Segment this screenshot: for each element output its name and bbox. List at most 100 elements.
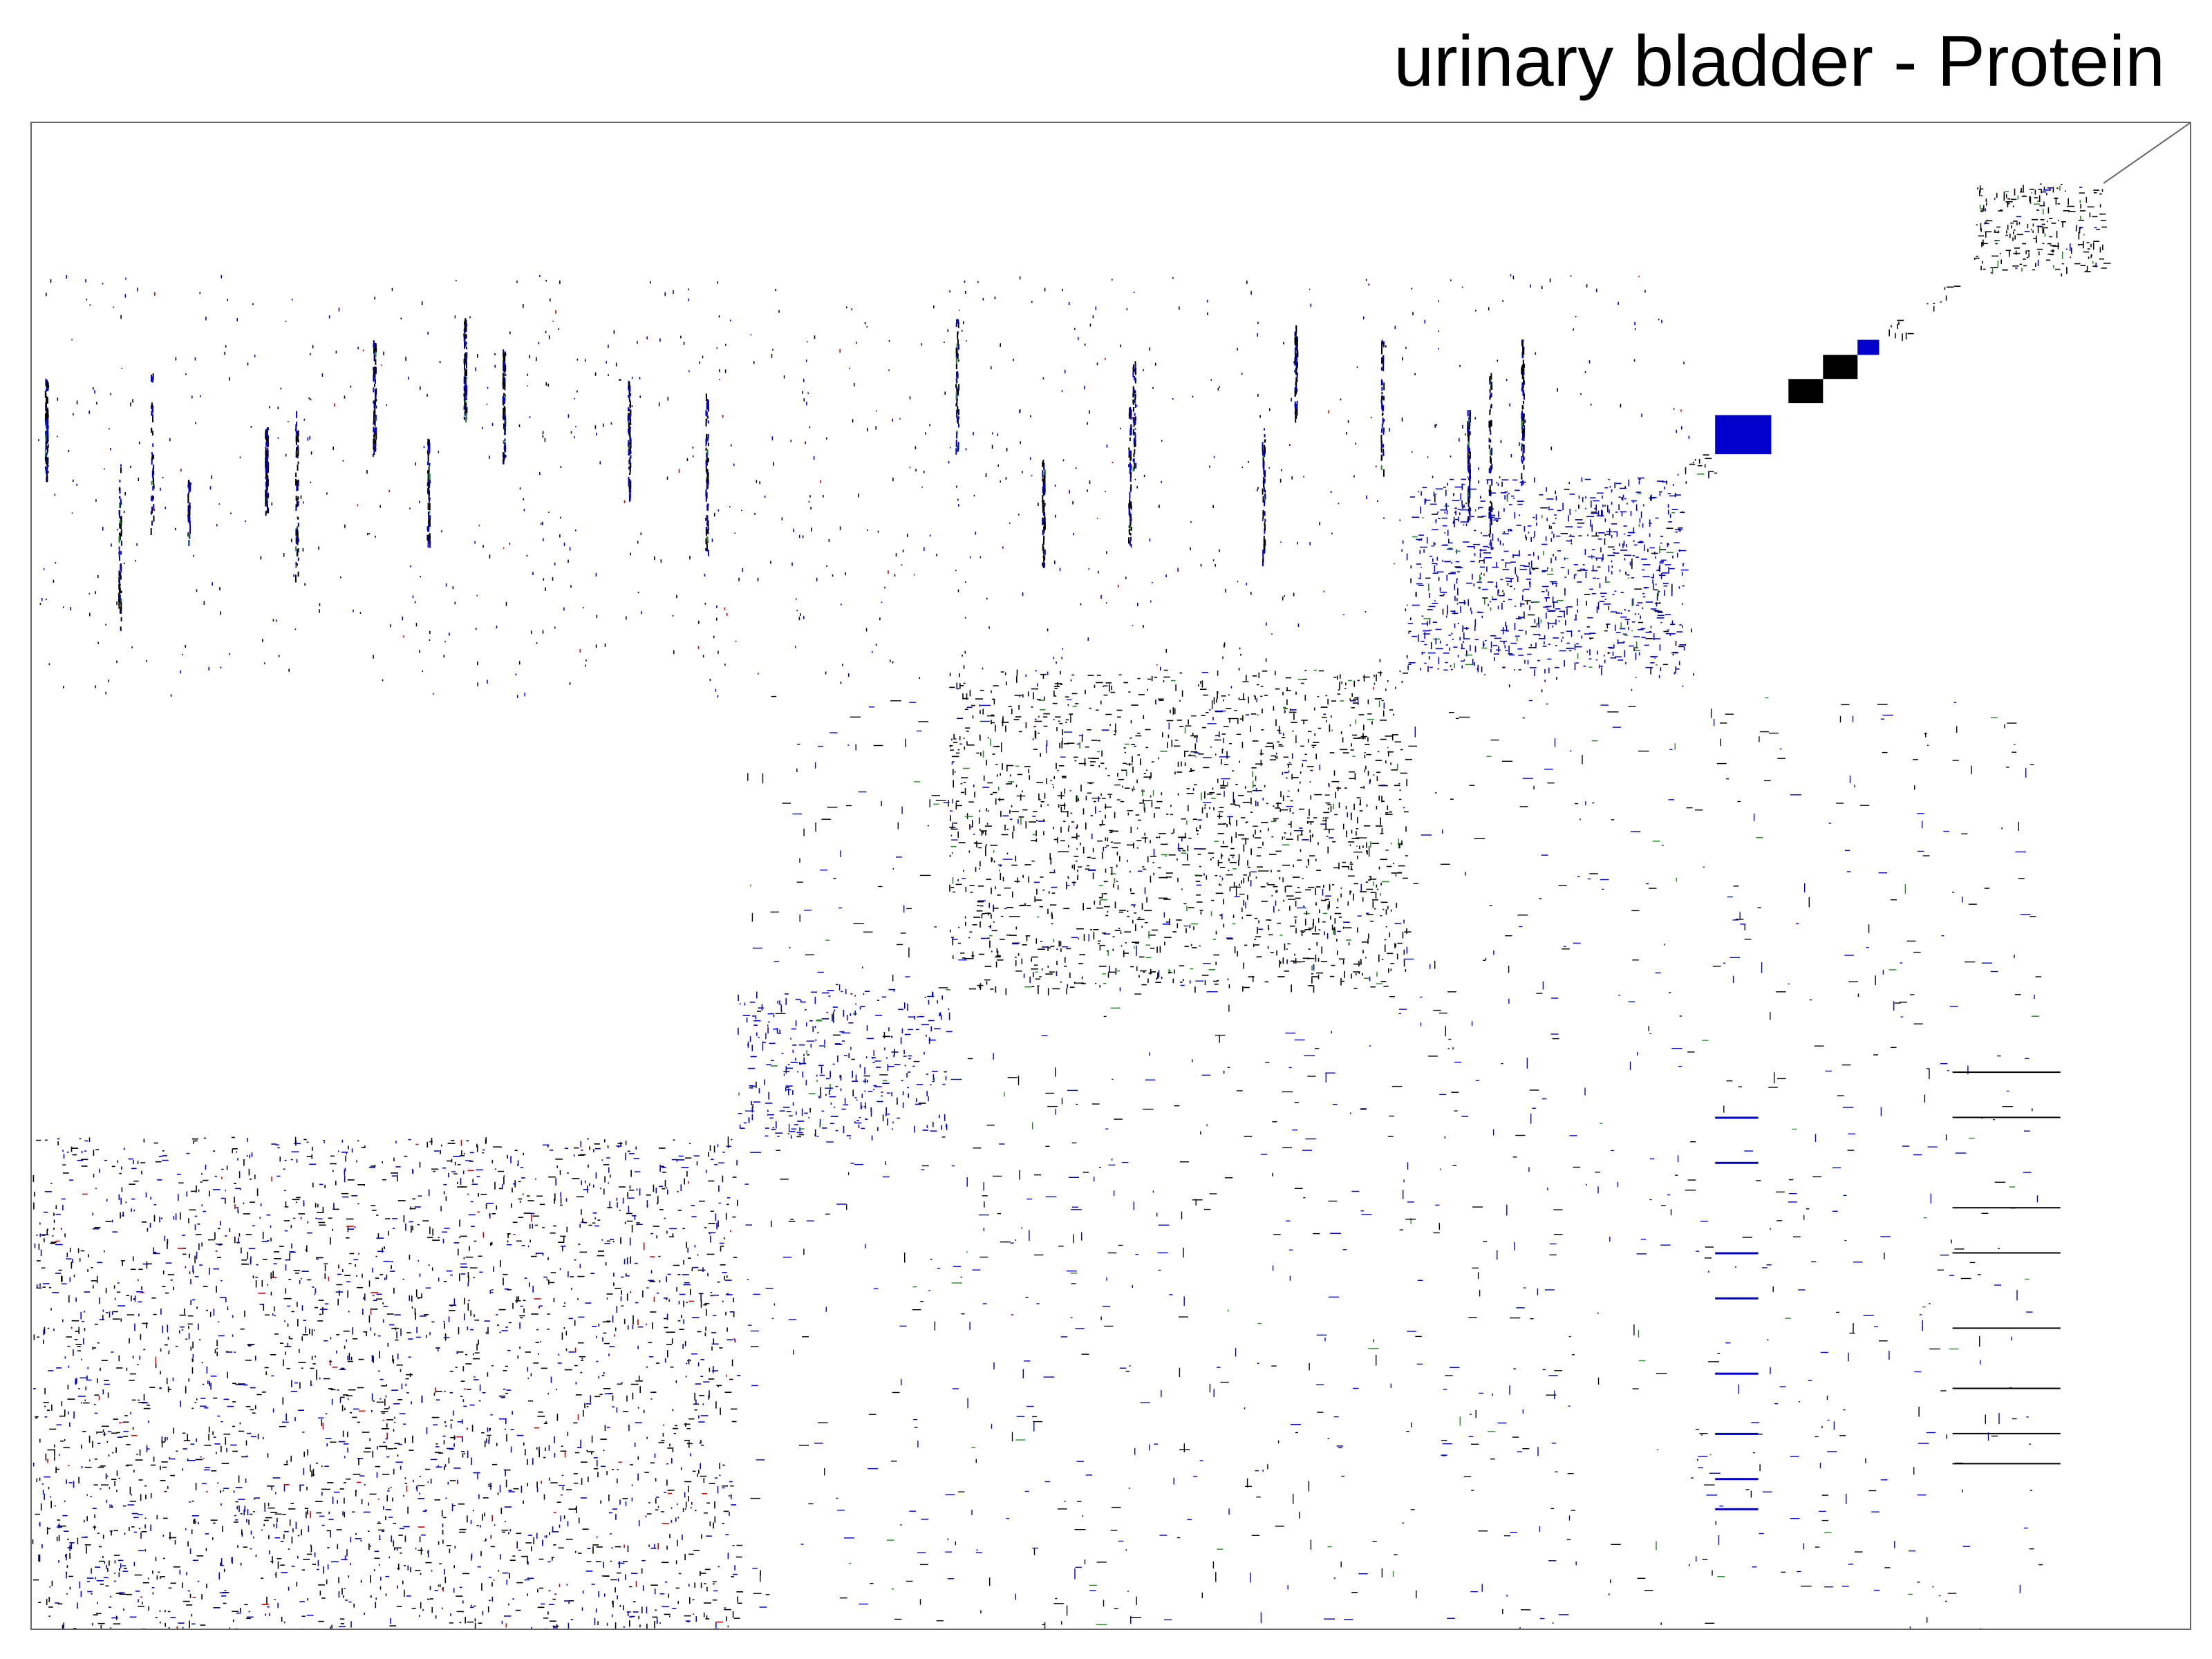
cluster-mark-1 (291, 1566, 295, 1567)
cluster-mark-2 (832, 1014, 833, 1022)
cluster-mark-3 (1022, 944, 1027, 946)
cluster-mark-1 (160, 1480, 166, 1481)
cluster-mark-2 (854, 995, 856, 997)
cluster-mark-1 (664, 1180, 666, 1187)
cluster-mark-3 (1038, 700, 1045, 701)
cluster-mark-1 (586, 1406, 589, 1407)
cluster-mark-1 (616, 1407, 618, 1413)
cluster-mark-1 (471, 1226, 475, 1227)
cluster-mark-3 (1313, 669, 1317, 671)
cluster-mark-1 (688, 1485, 689, 1492)
cluster-mark-1 (201, 1362, 203, 1364)
cluster-mark-3 (1244, 786, 1246, 789)
cluster-mark-1 (580, 1141, 582, 1147)
cluster-mark-2 (915, 1029, 919, 1031)
cluster-mark-3 (1123, 762, 1127, 765)
cluster-mark-1 (113, 1418, 118, 1420)
cluster-mark-1 (548, 1604, 554, 1605)
cluster-mark-1 (449, 1448, 454, 1450)
cluster-mark-1 (727, 1203, 729, 1206)
cluster-mark-1 (59, 1415, 65, 1417)
cluster-mark-3 (1337, 930, 1341, 932)
cluster-mark-3 (1362, 733, 1364, 740)
cluster-mark-1 (727, 1197, 731, 1199)
cluster-mark-1 (467, 1282, 469, 1286)
cluster-mark-1 (424, 1314, 429, 1315)
cluster-mark-1 (221, 1595, 227, 1597)
cluster-mark-1 (213, 1522, 216, 1524)
cluster-mark-3 (1342, 823, 1344, 830)
cluster-mark-3 (981, 830, 983, 836)
cluster-mark-1 (137, 1364, 139, 1365)
cluster-mark-3 (1105, 767, 1107, 769)
cluster-mark-1 (547, 1611, 549, 1615)
cluster-mark-3 (1161, 854, 1168, 856)
cluster-mark-3 (1130, 737, 1132, 739)
cluster-mark-1 (581, 1607, 583, 1611)
cluster-mark-1 (131, 1268, 136, 1271)
cluster-mark-1 (568, 1271, 569, 1277)
cluster-mark-3 (1247, 860, 1248, 866)
cluster-mark-1 (268, 1502, 270, 1506)
cluster-mark-1 (688, 1181, 689, 1184)
cluster-mark-1 (617, 1562, 625, 1564)
cluster-mark-1 (43, 1340, 44, 1344)
cluster-mark-3 (1387, 751, 1389, 757)
cluster-mark-1 (583, 1409, 584, 1417)
cluster-mark-3 (1311, 973, 1314, 975)
cluster-mark-1 (425, 1287, 431, 1289)
cluster-mark-1 (276, 1523, 278, 1528)
cluster-mark-1 (342, 1394, 348, 1396)
cluster-mark-3 (1192, 818, 1197, 820)
cluster-mark-1 (189, 1209, 196, 1211)
cluster-mark-1 (624, 1318, 626, 1324)
cluster-mark-2 (876, 1067, 881, 1068)
cluster-mark-1 (677, 1517, 679, 1519)
cluster-mark-1 (607, 1145, 609, 1149)
cluster-mark-1 (201, 1173, 203, 1175)
cluster-mark-3 (1308, 985, 1314, 986)
cluster-mark-1 (111, 1165, 115, 1168)
cluster-mark-1 (617, 1383, 622, 1385)
cluster-mark-1 (355, 1490, 357, 1497)
cluster-mark-1 (162, 1557, 165, 1559)
cluster-mark-3 (1368, 933, 1369, 939)
cluster-mark-1 (419, 1615, 420, 1618)
cluster-mark-1 (436, 1399, 440, 1400)
cluster-mark-3 (1190, 944, 1192, 946)
cluster-mark-1 (81, 1465, 83, 1469)
cluster-mark-2 (830, 1083, 831, 1091)
cluster-mark-1 (196, 1555, 204, 1557)
cluster-mark-1 (120, 1212, 121, 1219)
cluster-mark-2 (851, 1058, 855, 1060)
cluster-mark-3 (1057, 769, 1059, 771)
cluster-mark-4 (1635, 650, 1640, 651)
cluster-mark-1 (78, 1388, 80, 1389)
cluster-mark-1 (328, 1217, 332, 1219)
cluster-mark-1 (204, 1469, 210, 1471)
cluster-mark-1 (627, 1192, 628, 1198)
cluster-mark-1 (92, 1347, 94, 1350)
cluster-mark-1 (577, 1342, 584, 1344)
cluster-mark-3 (1061, 741, 1063, 749)
cluster-mark-1 (44, 1405, 46, 1407)
cluster-mark-1 (84, 1466, 92, 1468)
cluster-mark-1 (318, 1584, 325, 1586)
cluster-mark-1 (487, 1372, 489, 1377)
cluster-mark-1 (688, 1441, 690, 1448)
cluster-mark-1 (347, 1179, 355, 1181)
cluster-mark-3 (1316, 870, 1321, 871)
cluster-mark-1 (482, 1152, 484, 1154)
cluster-mark-1 (532, 1286, 534, 1293)
cluster-mark-1 (697, 1473, 698, 1477)
cluster-mark-1 (487, 1606, 489, 1613)
cluster-mark-1 (71, 1147, 79, 1149)
cluster-mark-3 (1252, 771, 1253, 778)
cluster-mark-3 (1308, 859, 1309, 865)
cluster-mark-3 (1057, 795, 1065, 796)
cluster-mark-1 (393, 1447, 397, 1450)
cluster-mark-3 (1034, 899, 1042, 901)
cluster-mark-3 (991, 914, 992, 919)
cluster-mark-2 (818, 1096, 820, 1099)
cluster-mark-3 (1318, 929, 1321, 930)
